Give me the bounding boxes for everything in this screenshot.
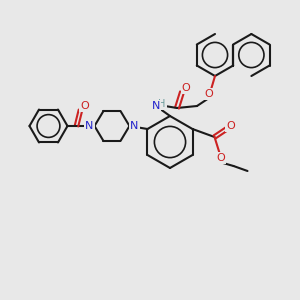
Text: O: O bbox=[226, 121, 235, 131]
Text: O: O bbox=[182, 83, 190, 93]
Text: H: H bbox=[158, 99, 166, 109]
Text: N: N bbox=[152, 101, 160, 111]
Text: O: O bbox=[216, 153, 225, 163]
Text: O: O bbox=[80, 101, 89, 111]
Text: O: O bbox=[205, 89, 213, 99]
Text: N: N bbox=[85, 121, 94, 131]
Text: N: N bbox=[130, 121, 139, 131]
